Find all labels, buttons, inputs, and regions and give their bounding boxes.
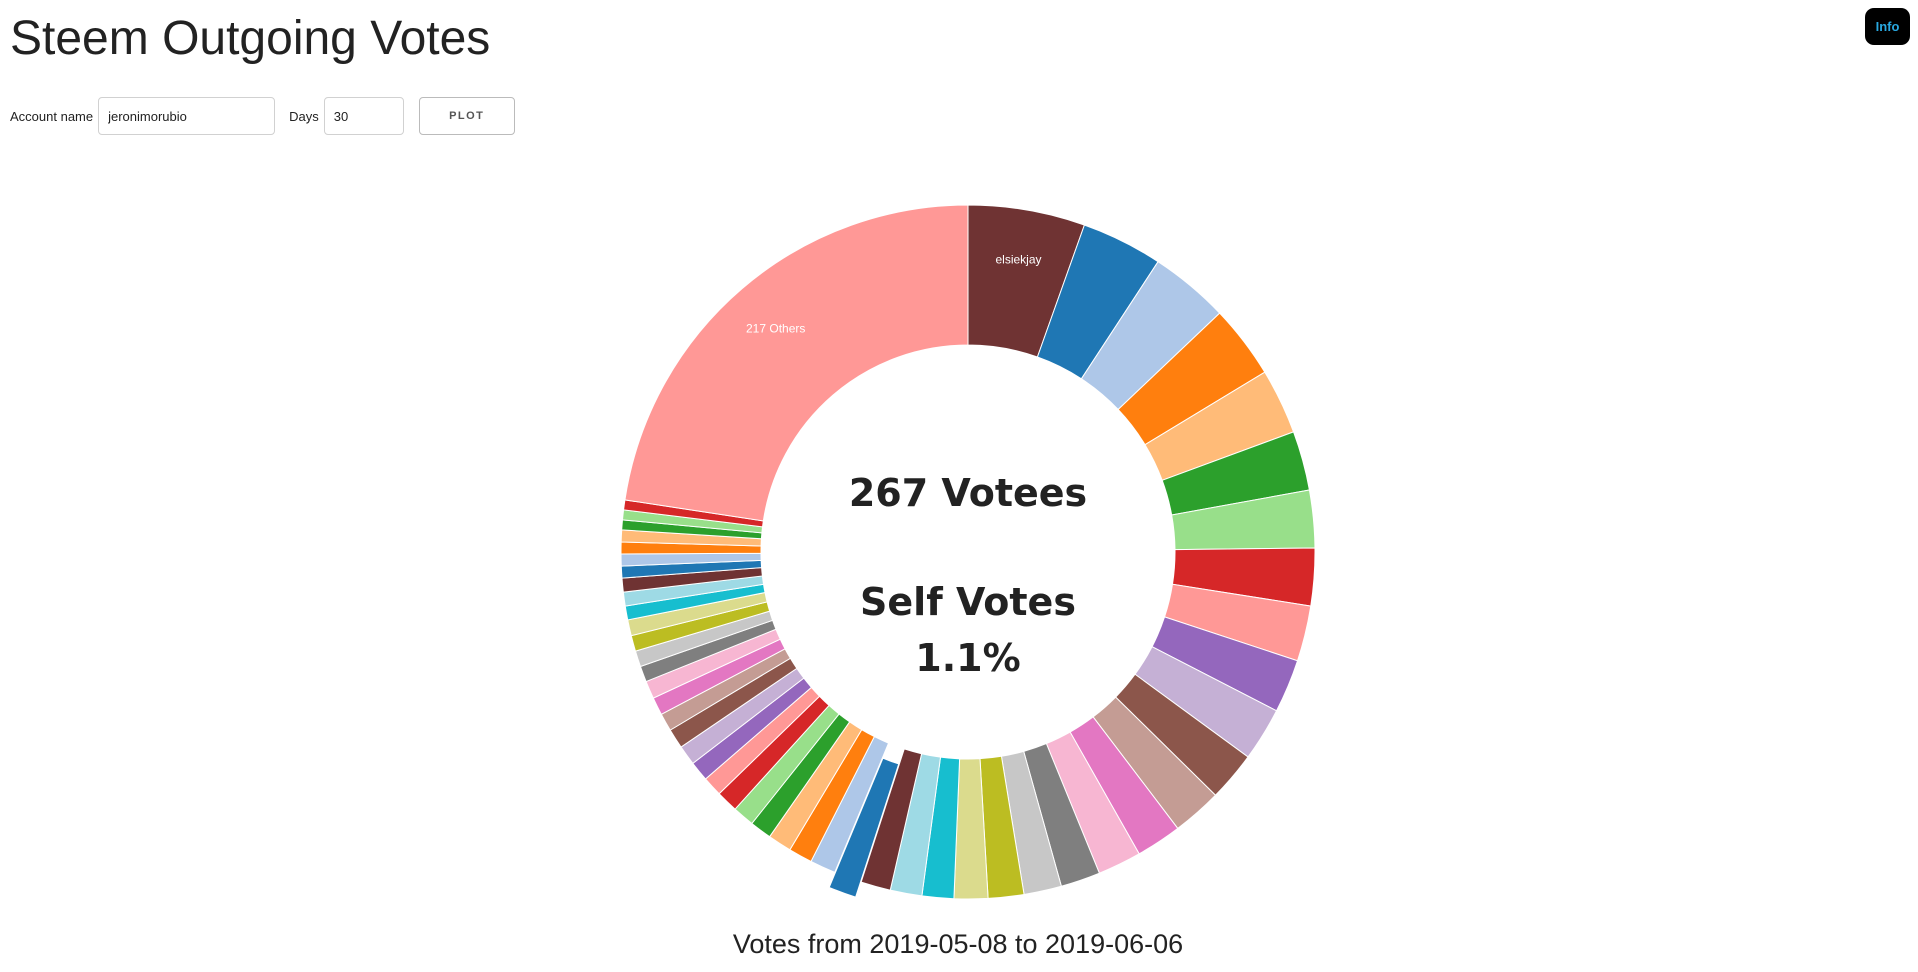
donut-slices [620,204,1316,900]
donut-slice[interactable] [828,757,900,898]
page-title: Steem Outgoing Votes [10,12,491,65]
donut-slice-label: elsiekjay [995,252,1041,266]
plot-controls: Account name Days PLOT [10,97,515,135]
votees-count: 267 Votees [849,471,1087,515]
self-votes-value: 1.1% [915,636,1020,680]
days-label: Days [289,108,319,124]
donut-slice-others[interactable] [624,204,969,522]
days-input[interactable] [323,97,404,135]
plot-button[interactable]: PLOT [418,97,515,135]
donut-slice-labels: elsiekjay 217 Others [746,252,1042,335]
account-name-label: Account name [10,108,94,124]
donut-slice[interactable] [860,748,923,891]
info-button[interactable]: Info [1865,8,1910,45]
others-slice-label: 217 Others [746,321,805,335]
date-range-caption: Votes from 2019-05-08 to 2019-06-06 [733,929,1183,959]
self-votes-label: Self Votes [860,580,1076,624]
account-name-input[interactable] [98,97,276,135]
